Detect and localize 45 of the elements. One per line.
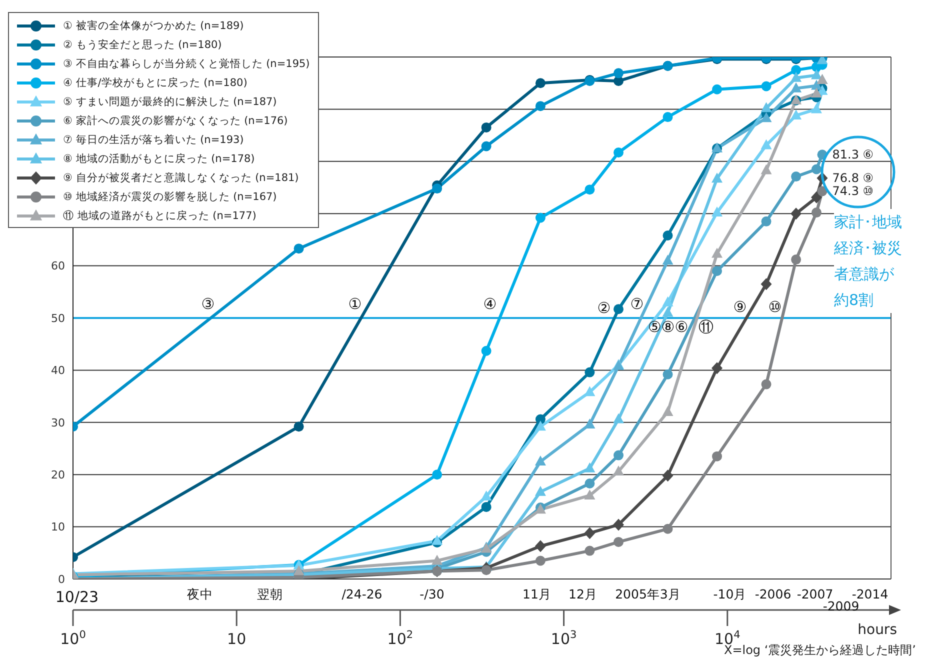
y-tick-label: 60 [51,260,65,273]
legend-label: ⑦ 毎日の生活が落ち着いた (n=193) [63,132,244,146]
data-label: 81.3 ⑥ [832,148,874,162]
text: -10月 [713,586,747,602]
text: 12月 [568,586,598,602]
annotation: ⑪ [698,318,714,336]
y-tick-label: 20 [51,468,65,482]
text: -2006 [754,586,792,602]
data-label: 74.3 ⑩ [832,184,874,198]
text: -/30 [420,586,444,602]
text: 2005年3月 [615,586,681,602]
y-tick-label: 10 [51,520,65,534]
y-tick-label: 50 [51,312,65,325]
x-tick-label: 10 [227,630,246,648]
legend-label: ① 被害の全体像がつかめた (n=189) [63,18,244,32]
text: 11月 [522,586,552,602]
y-tick-label: 40 [51,364,65,378]
x-tick-label: 10$^{2}$ [387,629,414,648]
legend-label: ⑥ 家計への震災の影響がなくなった (n=176) [63,114,288,128]
legend-label: ⑨ 自分が被災者だと意識しなくなった (n=181) [63,170,299,184]
text: 夜中 [187,586,213,602]
legend-label: ④ 仕事/学校がもとに戻った (n=180) [63,76,248,90]
text: 10/23 [55,588,99,606]
legend-label: ⑧ 地域の活動がもとに戻った (n=178) [63,152,255,166]
x-tick-label: 10$^{3}$ [550,629,577,648]
annotation: ④ [483,295,497,314]
x-axis-title: hours [858,622,897,638]
annotation: ⑨ [733,298,747,316]
legend-label: ② もう安全だと思った (n=180) [63,38,222,52]
legend-label: ③ 不自由な暮らしが当分続くと覚悟した (n=195) [63,56,310,70]
legend-label: ⑤ すまい問題が最終的に解決した (n=187) [63,94,277,108]
data-label: 76.8 ⑨ [832,171,874,186]
y-tick-label: 0 [58,572,65,586]
text: 翌朝 [257,586,283,602]
x-tick-label: 10$^{0}$ [60,629,86,648]
annotation: ② [597,299,611,318]
text: /24-26 [342,586,382,602]
legend-label: ⑩ 地域経済が震災の影響を脱した (n=167) [63,190,277,204]
annotation: ⑦ [630,295,644,314]
y-tick-label: 30 [51,416,65,430]
annotation: ⑩ [768,298,782,316]
legend-label: ⑪ 地域の道路がもとに戻った (n=177) [63,208,256,222]
annotation: 家計･地域経済･被災者意識が約8割 [834,209,904,313]
annotation: ① [348,295,362,314]
annotation: ③ [201,295,215,314]
